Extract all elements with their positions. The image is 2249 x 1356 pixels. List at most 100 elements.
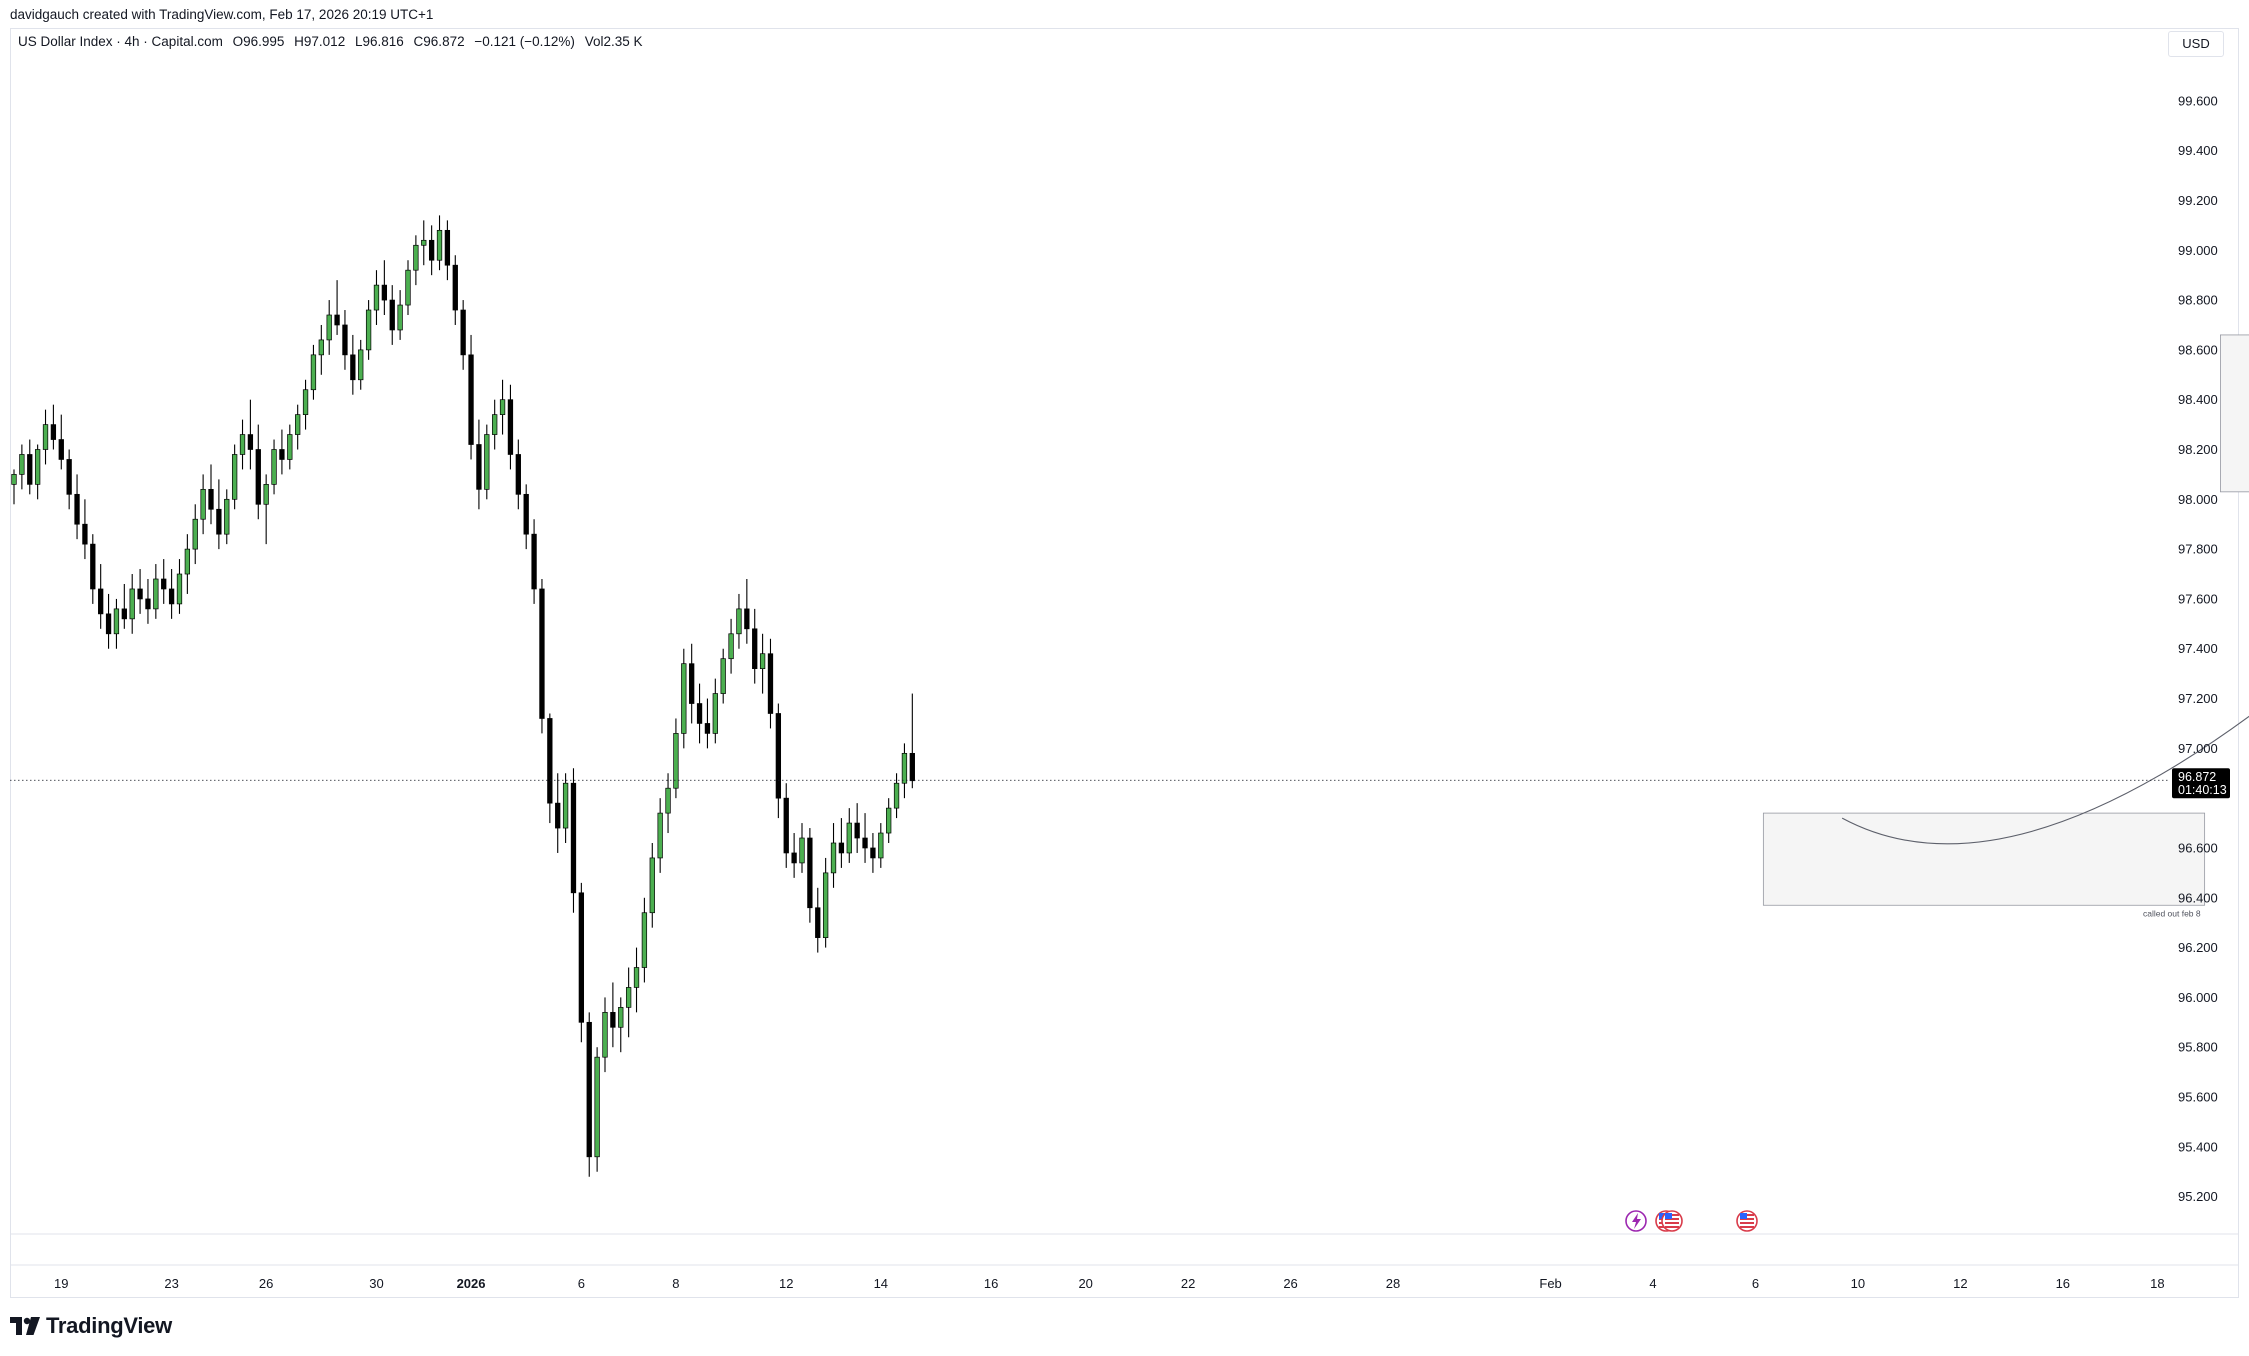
- us-flag-event-icon[interactable]: [1661, 1210, 1683, 1232]
- candle[interactable]: [263, 474, 269, 545]
- candle[interactable]: [121, 583, 127, 629]
- candle[interactable]: [799, 823, 805, 873]
- candle[interactable]: [775, 703, 782, 819]
- candle[interactable]: [200, 474, 206, 535]
- candle[interactable]: [641, 897, 648, 983]
- currency-button[interactable]: USD: [2168, 31, 2224, 57]
- candle[interactable]: [50, 404, 57, 450]
- candle[interactable]: [610, 982, 616, 1048]
- support-zone-box[interactable]: [1762, 812, 2206, 906]
- candle[interactable]: [34, 444, 41, 500]
- candle[interactable]: [657, 798, 663, 873]
- us-flag-event-icon[interactable]: [1736, 1210, 1758, 1232]
- candle[interactable]: [712, 678, 718, 744]
- resistance-zone-box[interactable]: [2219, 334, 2249, 493]
- candle[interactable]: [499, 379, 506, 435]
- candle[interactable]: [82, 499, 88, 560]
- candle[interactable]: [602, 997, 608, 1073]
- candle[interactable]: [421, 220, 427, 266]
- candle[interactable]: [515, 439, 521, 510]
- candle[interactable]: [539, 579, 545, 734]
- candle[interactable]: [893, 773, 900, 819]
- candle[interactable]: [176, 559, 183, 614]
- candle[interactable]: [618, 997, 624, 1053]
- candle[interactable]: [846, 808, 852, 863]
- candle[interactable]: [822, 857, 829, 948]
- candle[interactable]: [19, 444, 25, 490]
- candle[interactable]: [342, 310, 348, 370]
- candle[interactable]: [555, 773, 561, 853]
- candle[interactable]: [807, 828, 813, 923]
- candle[interactable]: [334, 280, 340, 335]
- candle[interactable]: [208, 464, 214, 525]
- candle[interactable]: [815, 887, 821, 953]
- candle[interactable]: [153, 564, 159, 619]
- candle[interactable]: [673, 718, 679, 799]
- candle[interactable]: [389, 285, 395, 345]
- candle[interactable]: [318, 324, 324, 375]
- candle[interactable]: [696, 683, 703, 744]
- candle[interactable]: [744, 579, 750, 644]
- candle[interactable]: [570, 768, 577, 913]
- candle[interactable]: [350, 334, 356, 395]
- candle[interactable]: [586, 1012, 592, 1177]
- candle[interactable]: [66, 449, 72, 510]
- candle[interactable]: [752, 608, 758, 684]
- candle[interactable]: [279, 429, 285, 475]
- candle[interactable]: [287, 424, 293, 470]
- candle[interactable]: [783, 783, 789, 868]
- candle[interactable]: [239, 419, 246, 470]
- candle[interactable]: [492, 399, 498, 450]
- candle[interactable]: [137, 569, 143, 614]
- tradingview-brand[interactable]: TradingView: [10, 1313, 172, 1339]
- candle[interactable]: [326, 300, 332, 355]
- candle[interactable]: [295, 404, 301, 450]
- candle[interactable]: [27, 439, 33, 495]
- candle[interactable]: [689, 643, 695, 724]
- candle[interactable]: [460, 300, 466, 370]
- candle[interactable]: [11, 469, 17, 505]
- candle[interactable]: [878, 823, 884, 868]
- candle[interactable]: [665, 773, 671, 834]
- candle[interactable]: [129, 574, 135, 634]
- candle[interactable]: [310, 344, 317, 400]
- candle[interactable]: [562, 773, 569, 843]
- candle[interactable]: [633, 947, 640, 1013]
- candle[interactable]: [594, 1047, 600, 1172]
- candle[interactable]: [58, 414, 64, 470]
- candle[interactable]: [468, 334, 474, 460]
- candle[interactable]: [625, 967, 632, 1038]
- candle[interactable]: [168, 569, 175, 619]
- candle[interactable]: [192, 504, 198, 565]
- candle[interactable]: [728, 618, 734, 674]
- candle[interactable]: [870, 833, 876, 873]
- candle[interactable]: [358, 339, 364, 390]
- candle[interactable]: [105, 593, 112, 649]
- candle[interactable]: [838, 818, 845, 868]
- curved-arrow-path[interactable]: [1841, 709, 2249, 845]
- candle[interactable]: [578, 882, 585, 1043]
- candle[interactable]: [74, 474, 80, 540]
- candle[interactable]: [302, 379, 309, 430]
- candle[interactable]: [484, 424, 490, 500]
- candle[interactable]: [791, 833, 797, 878]
- candle[interactable]: [42, 409, 49, 465]
- candle[interactable]: [247, 399, 254, 470]
- candle[interactable]: [909, 693, 915, 789]
- candle[interactable]: [901, 743, 908, 799]
- candle[interactable]: [98, 564, 104, 629]
- candle[interactable]: [523, 484, 529, 550]
- candle[interactable]: [759, 633, 766, 694]
- candle[interactable]: [397, 290, 403, 340]
- candle[interactable]: [862, 813, 868, 863]
- candle[interactable]: [113, 598, 120, 649]
- candle[interactable]: [830, 823, 837, 888]
- symbol-title[interactable]: US Dollar Index · 4h · Capital.com: [18, 34, 223, 49]
- candle[interactable]: [255, 424, 261, 520]
- candle[interactable]: [405, 260, 411, 316]
- candle[interactable]: [704, 698, 711, 749]
- candle[interactable]: [436, 215, 443, 271]
- candle[interactable]: [886, 798, 892, 843]
- candle[interactable]: [649, 842, 655, 928]
